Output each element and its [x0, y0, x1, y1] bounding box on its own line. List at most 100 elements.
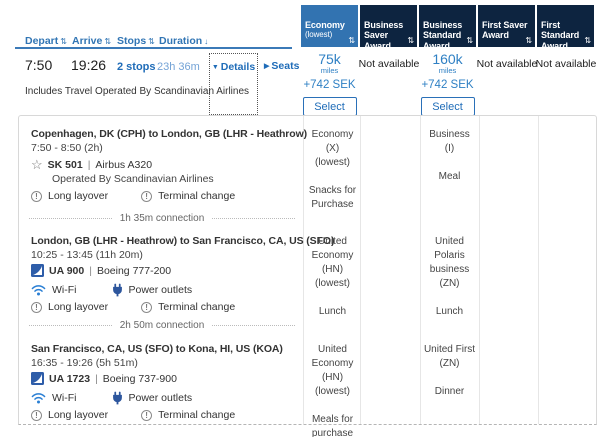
economy-cash: +742 SEK [303, 79, 356, 91]
business-fare-cell: United Polaris business (ZN) Lunch [429, 236, 470, 317]
sort-updown-icon: ⇅ [466, 35, 473, 45]
long-layover-warning: ! Long layover [31, 190, 108, 202]
segment-amenities: Wi-Fi Power outlets [31, 391, 192, 405]
power-outlet-icon [112, 283, 122, 297]
long-layover-warning: ! Long layover [31, 301, 108, 313]
segment-route: Copenhagen, DK (CPH) to London, GB (LHR … [31, 128, 308, 140]
warning-icon: ! [141, 409, 153, 421]
warning-icon: ! [141, 190, 153, 202]
business-standard-miles-link[interactable]: 160k [432, 51, 463, 67]
column-header-label: Economy [305, 19, 345, 30]
column-header-sublabel: (lowest) [305, 30, 333, 40]
column-header-business-standard-award[interactable]: Business Standard Award ⇅ [419, 5, 476, 51]
business-standard-miles-unit: miles [438, 66, 457, 75]
aircraft-type: Airbus A320 [95, 158, 153, 171]
sort-duration[interactable]: Duration ↓ [159, 35, 209, 47]
flight-number: SK 501 [47, 158, 83, 171]
column-divider [420, 116, 421, 424]
column-header-label: First Standard Award [541, 19, 580, 51]
column-header-label: First Saver Award [482, 19, 528, 41]
economy-miles-unit: miles [320, 66, 339, 75]
sort-updown-icon: ⇅ [148, 37, 155, 46]
flight-number: UA 900 [49, 264, 85, 277]
seats-button[interactable]: ▶ Seats [264, 60, 299, 72]
column-divider [538, 116, 539, 424]
economy-fare-cell: United Economy (HN) (lowest) Lunch [311, 236, 354, 317]
column-divider [360, 116, 361, 424]
economy-select-button[interactable]: Select [302, 97, 357, 116]
column-header-first-saver-award[interactable]: First Saver Award ⇅ [478, 5, 535, 47]
warning-icon: ! [141, 301, 153, 313]
aircraft-type: Boeing 737-900 [102, 372, 177, 385]
connection-time: 2h 50m connection [119, 320, 205, 331]
business-saver-not-available: Not available [358, 58, 420, 70]
business-standard-select-button[interactable]: Select [420, 97, 475, 116]
first-saver-not-available: Not available [476, 58, 538, 70]
power-outlet-icon [112, 391, 122, 405]
connection-time: 1h 35m connection [119, 213, 205, 224]
segment-route: London, GB (LHR - Heathrow) to San Franc… [31, 235, 335, 247]
sort-updown-icon: ⇅ [525, 35, 532, 45]
segment-times: 7:50 - 8:50 (2h) [31, 142, 103, 154]
segment-warnings: ! Long layover ! Terminal change [31, 301, 235, 313]
business-fare-cell: United First (ZN) Dinner [423, 344, 476, 397]
sort-updown-icon: ⇅ [584, 35, 591, 45]
sort-updown-icon: ⇅ [60, 37, 67, 46]
depart-time: 7:50 [25, 57, 53, 73]
wifi-amenity: Wi-Fi [31, 392, 77, 404]
connection-divider: 2h 50m connection [29, 320, 296, 331]
terminal-change-warning: ! Terminal change [141, 301, 235, 313]
segment-flight-line: UA 1723 | Boeing 737-900 [31, 372, 177, 385]
caret-down-icon: ▼ [211, 64, 219, 71]
sort-updown-icon: ⇅ [407, 35, 414, 45]
segment-flight-line: ☆ SK 501 | Airbus A320 [31, 158, 152, 171]
seats-button-label: Seats [271, 60, 300, 72]
warning-icon: ! [31, 190, 42, 202]
column-divider [303, 116, 304, 424]
warning-icon: ! [31, 301, 42, 313]
sort-bar-underline [15, 47, 292, 49]
economy-fare-cell: United Economy (HN) (lowest) Meals for p… [311, 344, 354, 437]
stops-link[interactable]: 2 stops [117, 61, 156, 73]
economy-miles-link[interactable]: 75k [318, 51, 341, 67]
column-header-economy[interactable]: Economy (lowest) ⇅ [301, 5, 358, 47]
pipe-divider: | [87, 158, 91, 171]
wifi-icon [31, 285, 46, 296]
sort-arrive[interactable]: Arrive ⇅ [72, 35, 112, 47]
economy-fare-cell: Economy (X) (lowest) Snacks for Purchase [308, 129, 357, 210]
segment-warnings: ! Long layover ! Terminal change [31, 190, 235, 202]
power-outlets-amenity: Power outlets [112, 283, 192, 297]
wifi-amenity: Wi-Fi [31, 284, 77, 296]
first-standard-not-available: Not available [535, 58, 597, 70]
sort-depart[interactable]: Depart ⇅ [25, 35, 67, 47]
sort-stops[interactable]: Stops ⇅ [117, 35, 155, 47]
details-button-label: Details [220, 61, 256, 73]
pipe-divider: | [95, 372, 98, 385]
wifi-icon [31, 393, 46, 404]
caret-right-icon: ▶ [264, 63, 270, 70]
segment-warnings: ! Long layover ! Terminal change [31, 409, 235, 421]
flight-details-panel: Copenhagen, DK (CPH) to London, GB (LHR … [18, 115, 597, 437]
segment-times: 16:35 - 19:26 (5h 51m) [31, 357, 138, 369]
united-airlines-logo [31, 264, 44, 277]
aircraft-type: Boeing 777-200 [96, 264, 172, 277]
connection-divider: 1h 35m connection [29, 213, 296, 224]
sort-down-icon: ↓ [204, 37, 209, 46]
arrive-time: 19:26 [71, 57, 107, 73]
terminal-change-warning: ! Terminal change [141, 409, 235, 421]
column-header-label: Business Saver Award [364, 19, 404, 51]
column-header-business-saver-award[interactable]: Business Saver Award ⇅ [360, 5, 417, 51]
segment-amenities: Wi-Fi Power outlets [31, 283, 192, 297]
details-button[interactable]: ▼ Details [209, 53, 258, 115]
business-fare-cell: Business (I) Meal [429, 129, 470, 182]
long-layover-warning: ! Long layover [31, 409, 108, 421]
column-header-first-standard-award[interactable]: First Standard Award ⇅ [537, 5, 594, 51]
award-business-standard: 160k miles +742 SEK Select [419, 52, 476, 116]
star-alliance-icon: ☆ [31, 157, 43, 172]
segment-operated-by: Operated By Scandinavian Airlines [52, 173, 214, 185]
duration-value: 23h 36m [157, 61, 200, 73]
pipe-divider: | [89, 264, 92, 277]
award-economy: 75k miles +742 SEK Select [301, 52, 358, 116]
operated-by-note: Includes Travel Operated By Scandinavian… [25, 86, 250, 97]
